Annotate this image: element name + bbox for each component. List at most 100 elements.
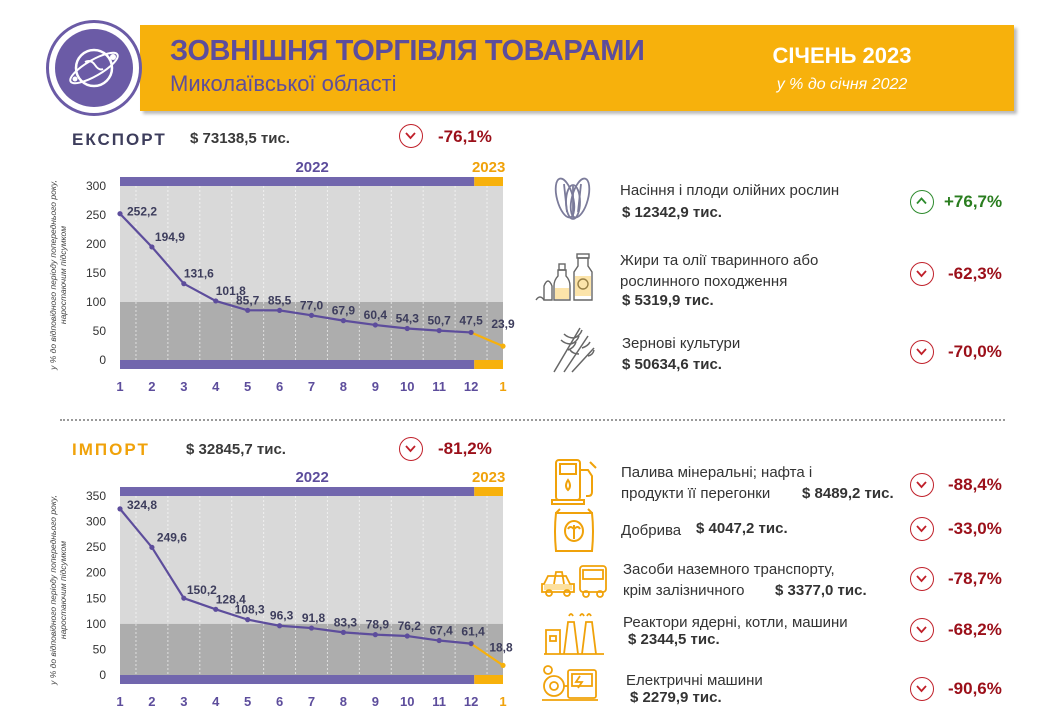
data-label: 77,0 <box>300 298 324 312</box>
year-label-2023: 2023 <box>472 469 505 486</box>
year-bar-bottom-2022 <box>120 675 475 684</box>
data-point <box>404 325 410 332</box>
product-value: $ 3377,0 тис. <box>775 582 867 599</box>
data-point <box>245 617 251 623</box>
product-value: $ 2344,5 тис. <box>628 631 720 648</box>
product-value: $ 5319,9 тис. <box>622 292 714 309</box>
data-point <box>372 322 378 328</box>
product-change: -68,2% <box>948 620 1002 639</box>
section-divider <box>60 419 1005 421</box>
product-name-line2: крім залізничного <box>623 582 745 599</box>
data-point <box>117 211 123 217</box>
wheat-icon <box>544 318 600 379</box>
y-tick-label: 0 <box>99 668 106 682</box>
series-line-2023 <box>470 642 504 667</box>
product-name: Зернові культури <box>622 335 741 352</box>
year-bar-2022 <box>120 487 475 496</box>
down-arrow-icon <box>910 517 934 541</box>
data-label: 83,3 <box>334 615 358 629</box>
data-label: 54,3 <box>396 312 420 326</box>
x-tick-label: 6 <box>276 379 283 394</box>
year-bar-2023 <box>474 487 503 496</box>
y-tick-label: 50 <box>93 642 107 656</box>
data-point <box>117 506 123 512</box>
data-point <box>340 629 347 635</box>
y-tick-label: 300 <box>86 179 106 193</box>
product-value: $ 12342,9 тис. <box>622 204 722 221</box>
y-tick-label: 150 <box>86 591 106 605</box>
data-label: 23,9 <box>491 317 515 331</box>
data-label: 249,6 <box>157 530 187 544</box>
product-change: -62,3% <box>948 264 1002 283</box>
oil-bottles-icon <box>534 246 604 311</box>
product-change: -88,4% <box>948 475 1002 494</box>
data-point <box>213 298 219 304</box>
page-subtitle: Миколаївської області <box>170 71 397 96</box>
x-tick-label: 1 <box>116 379 123 394</box>
x-tick-label: 10 <box>400 694 414 709</box>
data-label: 101,8 <box>216 284 246 298</box>
data-label: 194,9 <box>155 230 185 244</box>
year-bar-bottom-2023 <box>474 360 503 369</box>
x-tick-label: 11 <box>432 694 446 709</box>
data-point <box>308 312 315 318</box>
vehicles-icon <box>540 560 610 605</box>
down-arrow-icon <box>910 618 934 642</box>
product-name: Насіння і плоди олійних рослин <box>620 182 840 199</box>
x-tick-label: 4 <box>212 379 220 394</box>
export-total: $ 73138,5 тис. <box>190 130 290 147</box>
export-label: ЕКСПОРТ <box>72 130 167 149</box>
data-point <box>181 595 187 601</box>
product-value: $ 2279,9 тис. <box>630 689 722 706</box>
x-tick-label: 8 <box>340 694 347 709</box>
chart-lower-band <box>120 623 503 675</box>
data-label: 67,4 <box>429 624 453 638</box>
sunflower-seeds-icon <box>548 172 600 229</box>
header-banner <box>140 25 1014 111</box>
data-point <box>276 307 283 314</box>
year-label-2022: 2022 <box>295 469 328 486</box>
year-bar-2022 <box>120 177 475 186</box>
series-line-2023 <box>470 331 504 348</box>
product-change: -78,7% <box>948 569 1002 588</box>
y-tick-label: 250 <box>86 540 106 554</box>
down-arrow-icon <box>910 473 934 497</box>
x-tick-label: 2 <box>148 694 155 709</box>
series-line-2022 <box>119 212 472 334</box>
x-tick-label: 5 <box>244 694 251 709</box>
data-label: 108,3 <box>235 603 265 617</box>
x-tick-label: 12 <box>464 379 478 394</box>
y-tick-label: 200 <box>86 237 106 251</box>
down-arrow-icon <box>910 567 934 591</box>
product-name: Електричні машини <box>626 672 763 689</box>
import-down-arrow-icon <box>399 437 423 461</box>
data-point <box>340 318 347 324</box>
data-point <box>468 329 474 336</box>
factory-icon <box>542 608 606 661</box>
x-tick-label: 6 <box>276 694 283 709</box>
down-arrow-icon <box>910 262 934 286</box>
data-point <box>372 632 378 638</box>
series-line-2022 <box>119 508 472 645</box>
product-value: $ 50634,6 тис. <box>622 356 722 373</box>
data-label: 60,4 <box>364 308 388 322</box>
y-tick-label: 350 <box>86 489 106 503</box>
data-label: 131,6 <box>184 267 214 281</box>
import-y-axis-label: у % до відповідного періоду попереднього… <box>48 495 68 685</box>
product-change: -70,0% <box>948 342 1002 361</box>
data-point <box>436 327 442 334</box>
x-tick-label: 11 <box>432 379 446 394</box>
data-label: 85,7 <box>236 293 260 307</box>
x-tick-label: 9 <box>372 379 379 394</box>
logo <box>46 20 142 116</box>
import-label: ІМПОРТ <box>72 440 150 459</box>
data-point <box>276 623 283 629</box>
x-tick-label: 1 <box>116 694 123 709</box>
data-point <box>308 625 315 631</box>
product-name-line2: продукти її перегонки <box>621 485 771 502</box>
down-arrow-icon <box>910 340 934 364</box>
x-tick-label: 8 <box>340 379 347 394</box>
chart-upper-band <box>120 186 503 302</box>
